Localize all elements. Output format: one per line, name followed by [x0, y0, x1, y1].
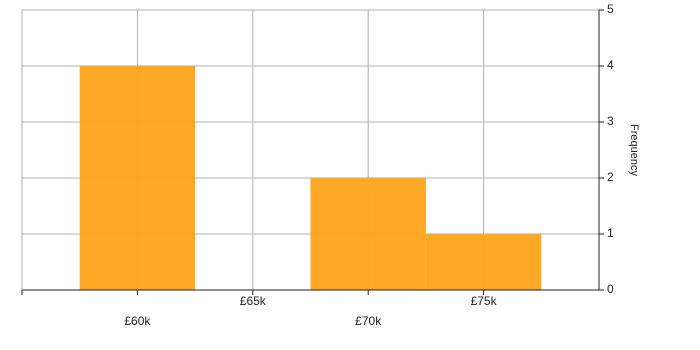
x-tick-label: £60k — [124, 314, 151, 328]
bar — [310, 178, 426, 290]
y-axis-label: Frequency — [628, 124, 640, 176]
y-tick-label: 4 — [607, 58, 614, 72]
bar — [425, 234, 542, 290]
y-tick-label: 1 — [607, 226, 614, 240]
x-tick-label: £75k — [471, 294, 498, 308]
y-tick-label: 0 — [607, 282, 614, 296]
y-tick-label: 3 — [607, 114, 614, 128]
y-tick-label: 2 — [607, 170, 614, 184]
x-tick-label: £65k — [240, 294, 267, 308]
bar — [79, 66, 196, 290]
y-tick-label: 5 — [607, 2, 614, 16]
x-tick-label: £70k — [355, 314, 382, 328]
